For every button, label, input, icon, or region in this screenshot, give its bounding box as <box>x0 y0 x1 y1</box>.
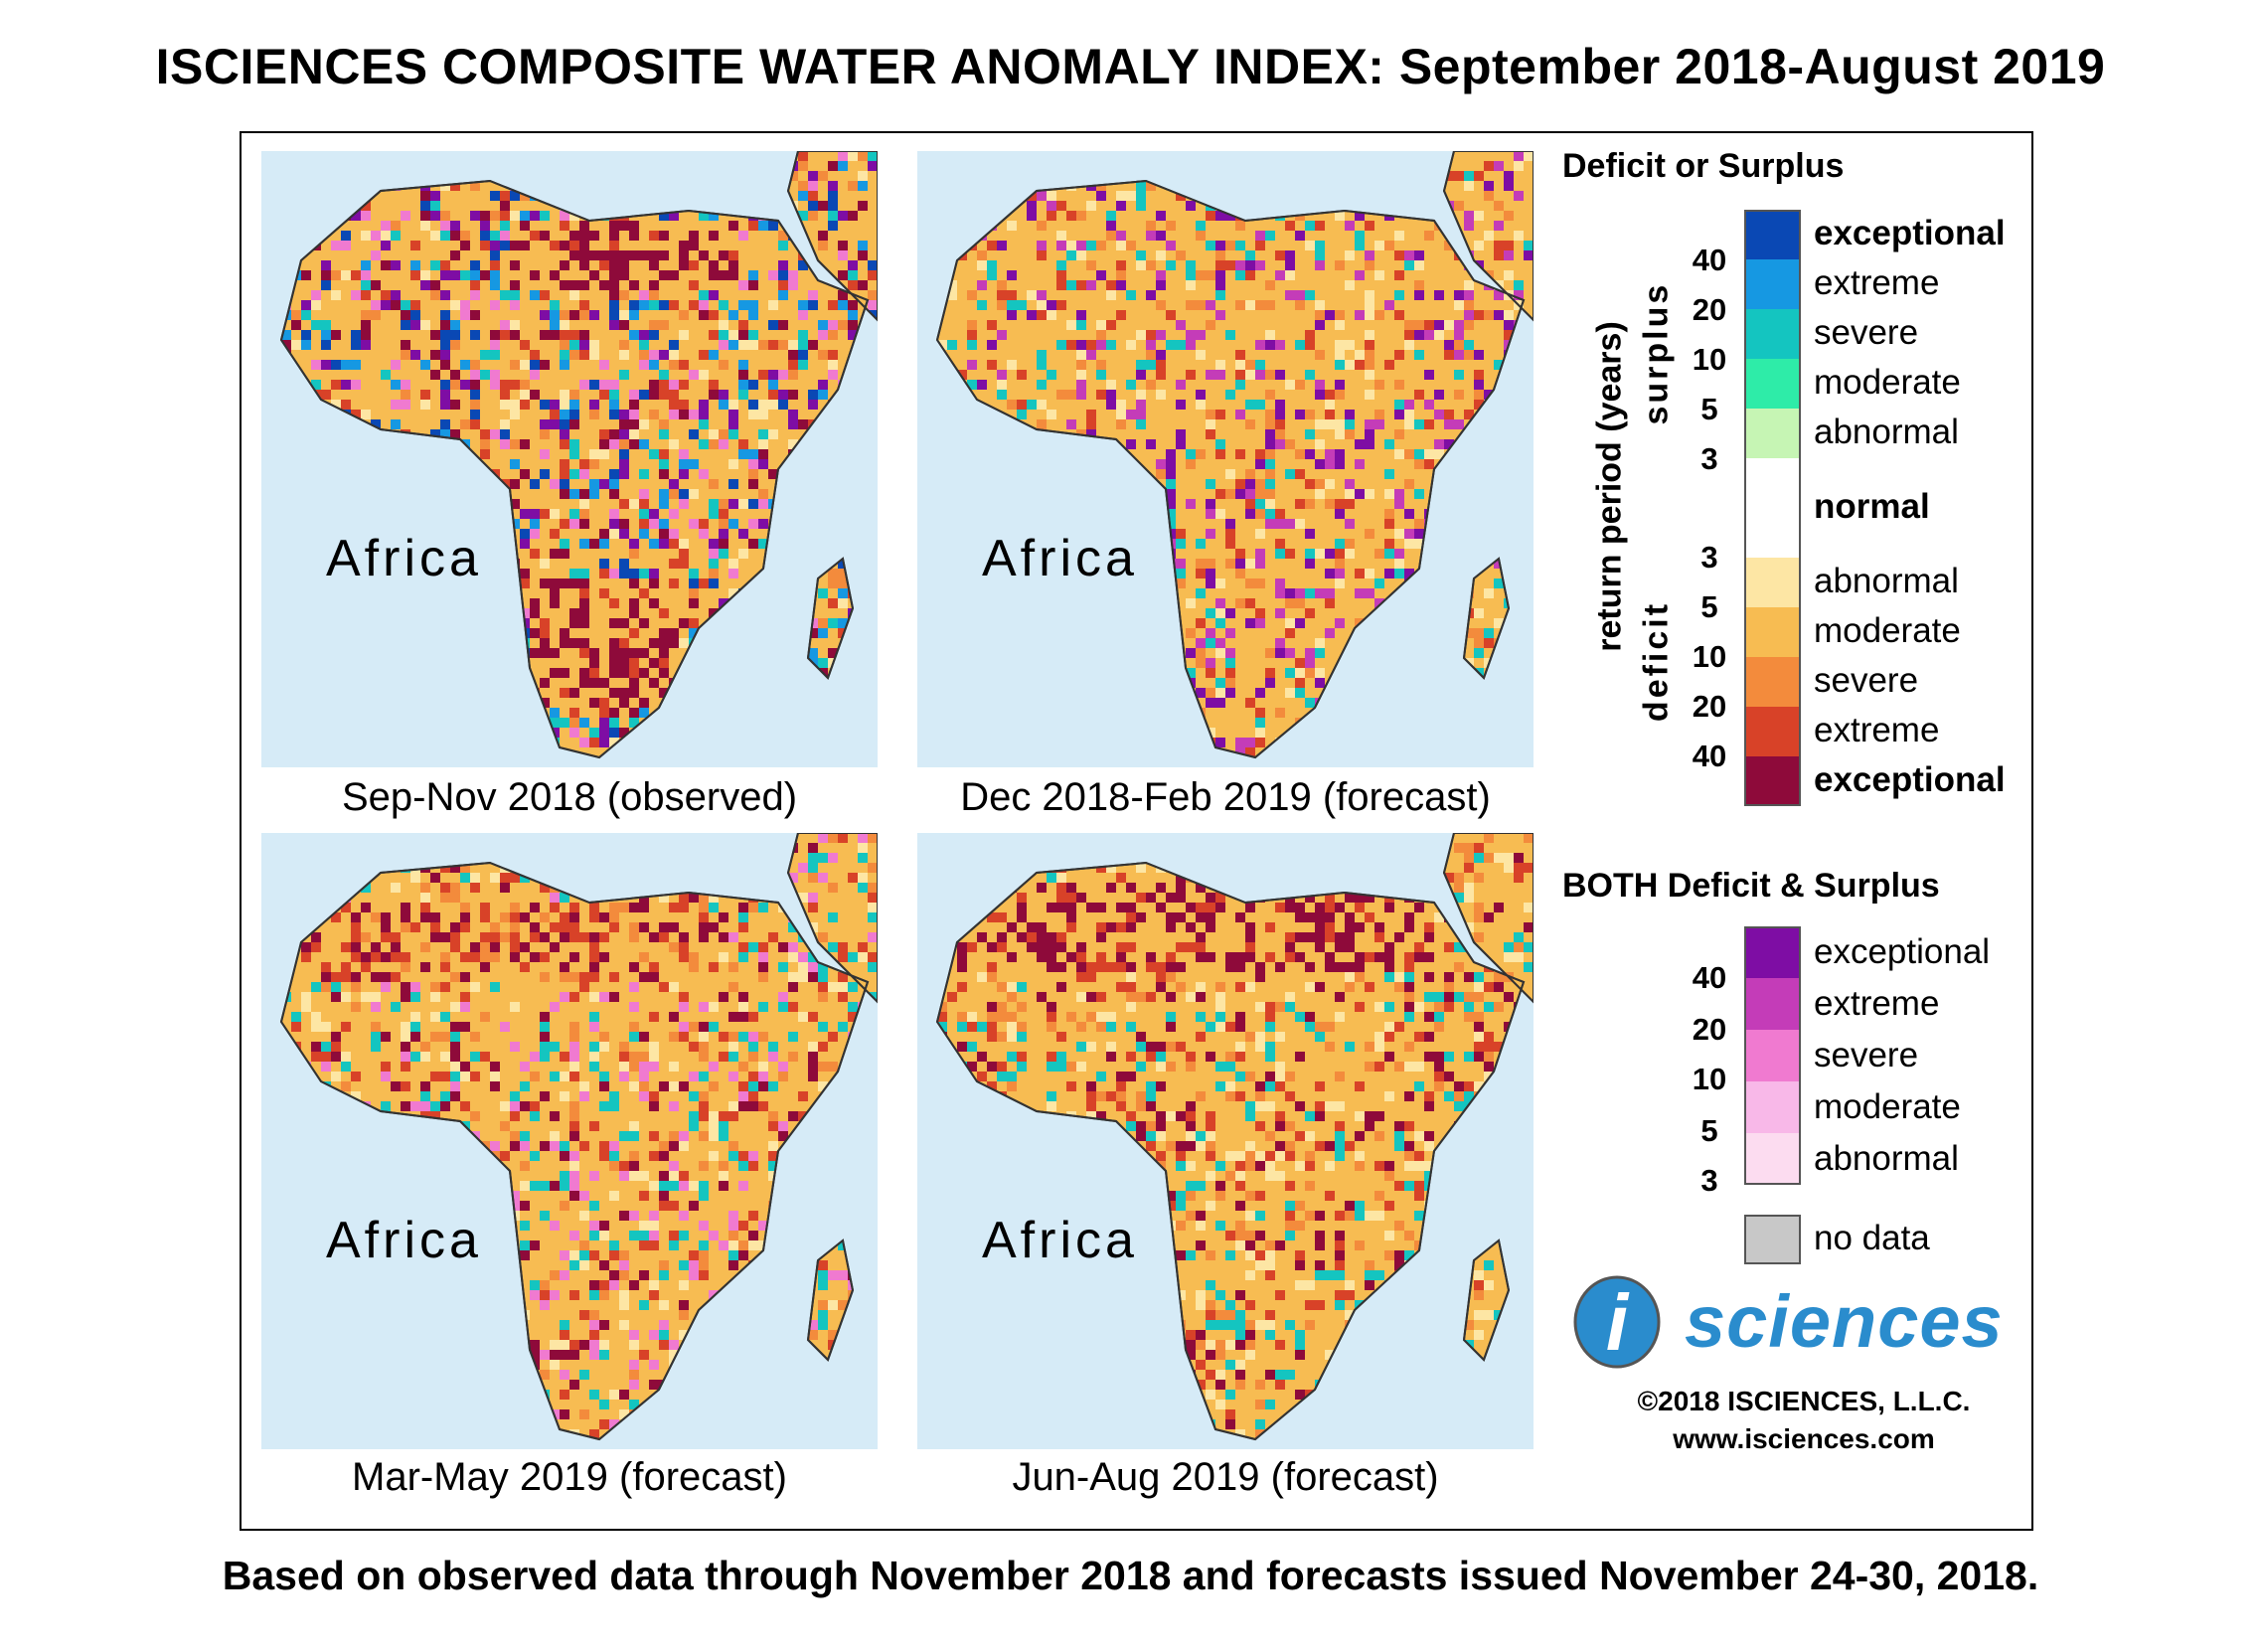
map-label: Africa <box>326 530 482 587</box>
legend-tick-deficit: 40 <box>1692 739 1727 773</box>
africa-map-1 <box>279 151 878 759</box>
legend-swatch-deficit-severe <box>1744 657 1801 707</box>
madagascar <box>1462 557 1511 680</box>
copyright: ©2018 ISCIENCES, L.L.C. <box>1637 1386 1971 1416</box>
figure-frame <box>240 131 2033 1531</box>
legend-both-outline <box>1744 926 1801 1185</box>
legend-swatch-surplus-extreme <box>1744 259 1801 309</box>
legend-tick-surplus: 5 <box>1700 392 1718 426</box>
legend-tick-surplus: 10 <box>1692 342 1727 377</box>
return-period-axis-label: return period (years) <box>1590 321 1629 652</box>
legend-label-both-exceptional: exceptional <box>1814 932 1991 971</box>
website: www.isciences.com <box>1673 1423 1935 1454</box>
isciences-logo-icon: i <box>1573 1275 1661 1369</box>
legend-tick-both: 3 <box>1700 1163 1718 1198</box>
africa-landmass <box>935 179 1526 759</box>
country-borders <box>935 151 1534 759</box>
arabia <box>1442 151 1534 322</box>
map-caption-3: Mar-May 2019 (forecast) <box>352 1455 787 1499</box>
legend-swatch-deficit-abnormal <box>1744 558 1801 607</box>
legend-swatch-normal <box>1744 458 1801 558</box>
page-title: ISCIENCES COMPOSITE WATER ANOMALY INDEX:… <box>155 39 2106 94</box>
legend-tick-both: 10 <box>1692 1062 1727 1096</box>
legend-label-both-extreme: extreme <box>1814 984 1940 1023</box>
madagascar <box>806 1239 855 1362</box>
legend-tick-deficit: 20 <box>1692 689 1727 724</box>
legend-label-both-moderate: moderate <box>1814 1087 1961 1126</box>
country-borders <box>935 833 1534 1441</box>
legend-swatch-deficit-moderate <box>1744 607 1801 657</box>
legend-label-deficit-exceptional: exceptional <box>1814 760 2006 799</box>
legend-swatch-both-exceptional <box>1744 926 1801 978</box>
madagascar <box>806 557 855 680</box>
legend-label-surplus-abnormal: abnormal <box>1814 413 1959 451</box>
arabia <box>786 151 878 322</box>
madagascar <box>1462 1239 1511 1362</box>
legend-tick-both: 20 <box>1692 1012 1727 1047</box>
legend-label-deficit-moderate: moderate <box>1814 611 1961 650</box>
legend-label-surplus-exceptional: exceptional <box>1814 214 2006 252</box>
map-caption-4: Jun-Aug 2019 (forecast) <box>1012 1455 1439 1499</box>
legend-label-deficit-abnormal: abnormal <box>1814 562 1959 600</box>
footer-note: Based on observed data through November … <box>222 1553 2039 1598</box>
deficit-label: deficit <box>1637 600 1676 723</box>
africa-map-2 <box>935 151 1534 759</box>
legend-swatch-deficit-extreme <box>1744 707 1801 756</box>
legend-label-surplus-moderate: moderate <box>1814 363 1961 402</box>
legend-label-surplus-extreme: extreme <box>1814 263 1940 302</box>
no-data-swatch <box>1744 1215 1801 1264</box>
both-legend-heading: BOTH Deficit & Surplus <box>1562 867 1940 905</box>
legend-tick-deficit: 5 <box>1700 589 1718 624</box>
legend-swatch-both-severe <box>1744 1030 1801 1081</box>
legend-label-deficit-extreme: extreme <box>1814 711 1940 749</box>
legend-label-both-abnormal: abnormal <box>1814 1139 1959 1178</box>
legend-swatch-both-moderate <box>1744 1081 1801 1133</box>
map-panel-3: Africa <box>261 833 878 1449</box>
legend-tick-surplus: 20 <box>1692 292 1727 327</box>
legend-label-deficit-severe: severe <box>1814 661 1919 700</box>
legend-main-outline <box>1744 210 1801 806</box>
africa-landmass <box>935 861 1526 1441</box>
surplus-label: surplus <box>1637 281 1676 425</box>
logo-i: i <box>1606 1278 1630 1367</box>
map-panel-1: Africa <box>261 151 878 767</box>
map-caption-2: Dec 2018-Feb 2019 (forecast) <box>960 775 1491 819</box>
legend-swatch-both-abnormal <box>1744 1133 1801 1185</box>
legend-label-normal: normal <box>1814 487 1930 526</box>
legend-swatch-surplus-abnormal <box>1744 409 1801 458</box>
legend-tick-surplus: 40 <box>1692 243 1727 277</box>
legend-swatch-surplus-moderate <box>1744 359 1801 409</box>
legend-tick-both: 40 <box>1692 960 1727 995</box>
map-label: Africa <box>982 530 1138 587</box>
africa-map-4 <box>935 833 1534 1441</box>
africa-map-3 <box>279 833 878 1441</box>
map-panel-2: Africa <box>917 151 1534 767</box>
africa-landmass <box>279 179 870 759</box>
legend-tick-both: 5 <box>1700 1113 1718 1148</box>
legend-tick-surplus: 3 <box>1700 441 1718 476</box>
isciences-logo-text: sciences <box>1685 1280 2004 1363</box>
legend-swatch-surplus-exceptional <box>1744 210 1801 259</box>
map-panel-4: Africa <box>917 833 1534 1449</box>
map-caption-1: Sep-Nov 2018 (observed) <box>341 775 798 819</box>
arabia <box>786 833 878 1004</box>
legend-swatch-surplus-severe <box>1744 309 1801 359</box>
legend-tick-deficit: 10 <box>1692 639 1727 674</box>
map-label: Africa <box>982 1212 1138 1269</box>
legend-label-surplus-severe: severe <box>1814 313 1919 352</box>
no-data-label: no data <box>1814 1219 1930 1257</box>
legend-heading: Deficit or Surplus <box>1562 147 1845 185</box>
arabia <box>1442 833 1534 1004</box>
country-borders <box>279 833 878 1441</box>
legend-swatch-deficit-exceptional <box>1744 756 1801 806</box>
map-label: Africa <box>326 1212 482 1269</box>
africa-landmass <box>279 861 870 1441</box>
legend-swatch-both-extreme <box>1744 978 1801 1030</box>
legend-tick-deficit: 3 <box>1700 540 1718 575</box>
country-borders <box>279 151 878 759</box>
legend-label-both-severe: severe <box>1814 1036 1919 1074</box>
